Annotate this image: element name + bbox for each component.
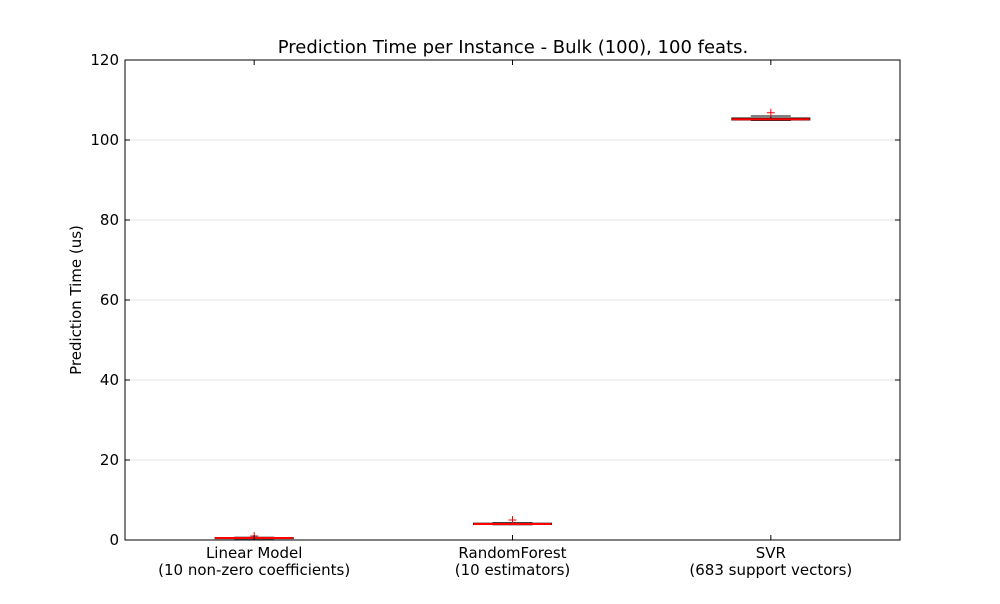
x-tick-label: (683 support vectors) [689,561,852,579]
y-tick-label: 60 [100,291,119,309]
x-tick-label: Linear Model [206,544,302,562]
x-tick-label: RandomForest [458,544,566,562]
x-tick-label: (10 non-zero coefficients) [158,561,350,579]
y-tick-label: 120 [90,51,119,69]
x-tick-label: (10 estimators) [455,561,571,579]
flier-point [508,516,517,524]
y-tick-label: 20 [100,451,119,469]
chart-title: Prediction Time per Instance - Bulk (100… [278,37,748,58]
y-tick-label: 100 [90,131,119,149]
x-tick-label: SVR [756,544,786,562]
y-tick-label: 40 [100,371,119,389]
y-tick-label: 80 [100,211,119,229]
flier-point [766,108,775,117]
y-tick-label: 0 [109,531,119,549]
y-axis-label: Prediction Time (us) [67,225,85,375]
